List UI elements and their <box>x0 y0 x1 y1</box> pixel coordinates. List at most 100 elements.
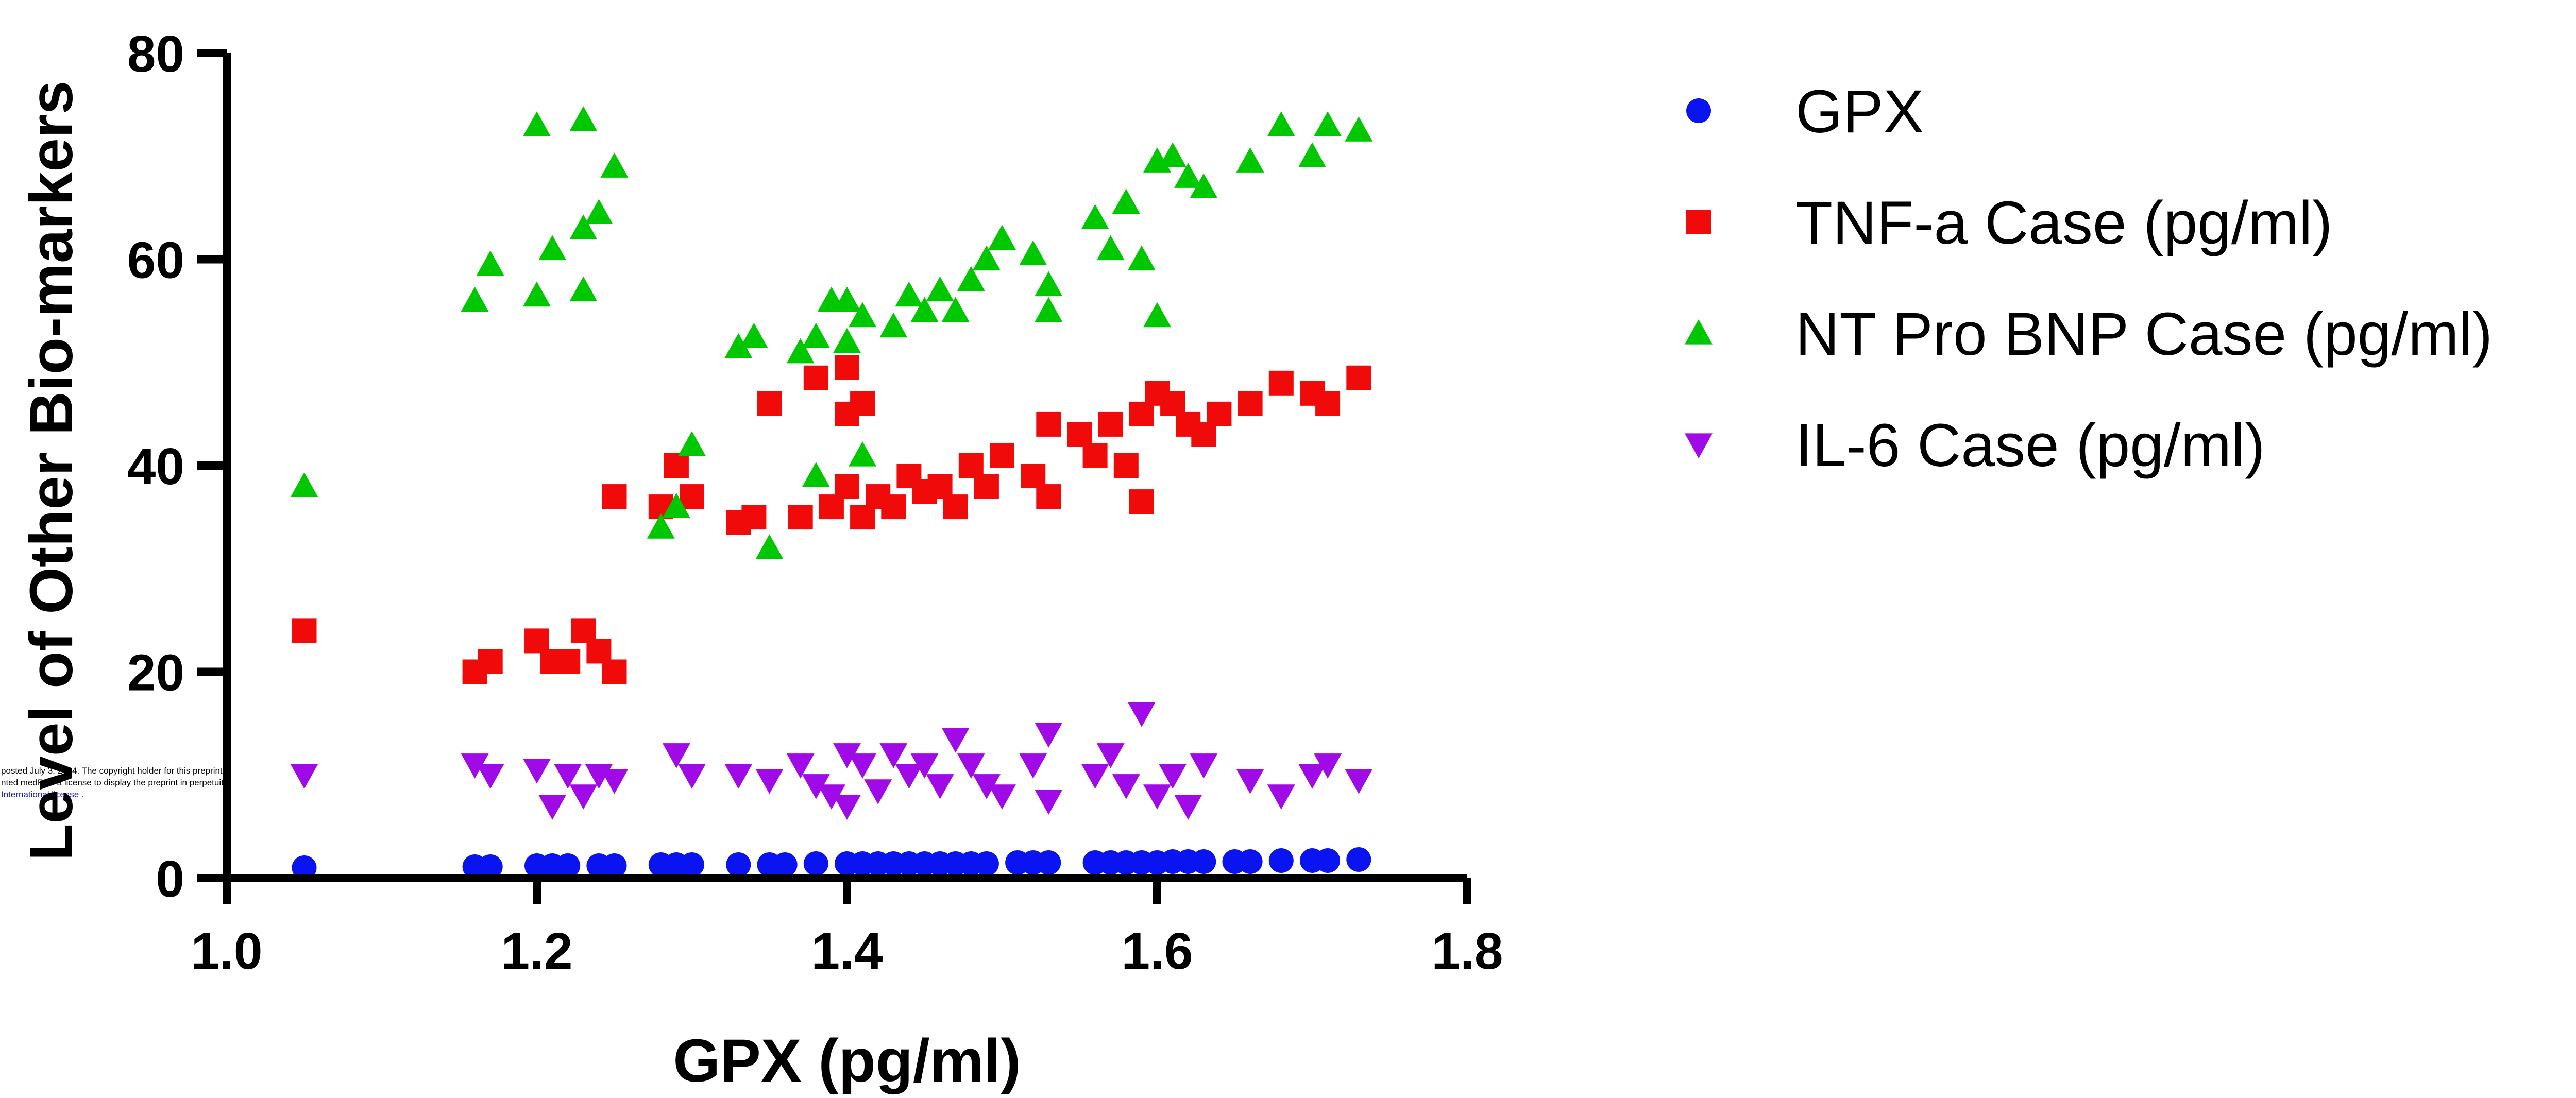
data-point <box>1159 142 1187 167</box>
y-tick-label: 20 <box>127 644 184 702</box>
y-axis: 0 20 40 60 80 <box>127 25 231 908</box>
data-point <box>585 199 613 224</box>
data-point <box>1346 847 1371 872</box>
data-point <box>1314 111 1342 136</box>
data-point <box>1143 302 1171 328</box>
data-point <box>1238 849 1263 874</box>
data-point <box>941 297 970 322</box>
data-point <box>664 453 689 478</box>
y-tick-label: 40 <box>127 438 184 495</box>
data-point <box>895 764 923 789</box>
legend-label: GPX <box>1795 78 1924 146</box>
x-axis-title: GPX (pg/ml) <box>673 1027 1021 1095</box>
data-point <box>1035 297 1063 322</box>
legend-item: IL-6 Case (pg/ml) <box>1685 411 2265 479</box>
data-point <box>972 245 1001 271</box>
data-point <box>864 779 892 804</box>
data-point <box>788 505 813 530</box>
x-axis: 1.0 1.2 1.4 1.6 1.8 <box>191 874 1503 980</box>
data-point <box>569 276 598 302</box>
data-point <box>1190 173 1218 198</box>
legend-label: TNF-a Case (pg/ml) <box>1795 189 2332 257</box>
data-point <box>1238 391 1263 416</box>
data-point <box>602 853 627 878</box>
data-point <box>910 753 939 779</box>
data-point <box>662 743 690 768</box>
data-point <box>1098 411 1123 437</box>
legend-item: NT Pro BNP Case (pg/ml) <box>1685 300 2493 368</box>
data-point <box>662 493 690 518</box>
data-point <box>772 852 798 877</box>
data-point <box>1081 204 1109 229</box>
data-point <box>647 513 675 539</box>
data-point <box>1174 795 1202 820</box>
data-point <box>1096 235 1125 261</box>
data-point <box>958 453 984 478</box>
data-point <box>680 852 704 877</box>
legend-marker <box>1685 433 1713 458</box>
data-point <box>292 618 317 643</box>
data-point <box>1268 848 1294 873</box>
data-point <box>786 338 815 364</box>
data-point <box>602 484 627 509</box>
legend-label: NT Pro BNP Case (pg/ml) <box>1795 300 2493 368</box>
data-point <box>957 753 985 779</box>
data-point <box>1191 849 1216 874</box>
data-point <box>833 286 861 312</box>
x-tick-label: 1.6 <box>1121 922 1193 980</box>
data-point <box>1127 245 1156 271</box>
data-point <box>1174 163 1202 188</box>
data-point <box>586 639 612 664</box>
data-point <box>1315 391 1341 416</box>
legend-item: TNF-a Case (pg/ml) <box>1686 189 2332 257</box>
data-point <box>555 853 581 878</box>
data-point <box>569 784 598 810</box>
data-point <box>988 784 1016 810</box>
data-point <box>724 333 753 358</box>
plot-area <box>290 106 1373 880</box>
data-point <box>476 250 504 276</box>
data-point <box>943 494 968 520</box>
data-point <box>1267 784 1295 810</box>
data-point <box>1207 401 1232 426</box>
data-point <box>538 235 567 261</box>
data-point <box>990 442 1014 468</box>
data-point <box>1021 464 1046 489</box>
data-point <box>833 743 861 768</box>
data-point <box>600 152 629 178</box>
data-point <box>1129 401 1154 426</box>
x-tick-label: 1.4 <box>811 922 883 980</box>
data-point <box>757 391 782 416</box>
data-point <box>678 431 706 456</box>
data-point <box>290 764 318 789</box>
data-point <box>1081 764 1109 789</box>
data-point <box>1035 790 1063 815</box>
data-point <box>461 286 489 312</box>
data-point <box>1160 391 1185 416</box>
data-point <box>571 618 596 643</box>
data-point <box>849 753 877 779</box>
data-point <box>850 505 875 530</box>
data-point <box>290 472 318 497</box>
data-point <box>833 328 861 353</box>
y-tick-label: 60 <box>127 232 184 289</box>
data-point <box>724 764 753 789</box>
data-point <box>523 759 551 784</box>
data-point <box>974 851 999 876</box>
x-tick-label: 1.0 <box>191 922 262 980</box>
x-tick-label: 1.2 <box>501 922 572 980</box>
data-point <box>786 753 815 779</box>
data-point <box>974 474 999 499</box>
legend-label: IL-6 Case (pg/ml) <box>1795 411 2265 479</box>
data-point <box>740 322 768 348</box>
data-point <box>1036 850 1061 875</box>
data-point <box>476 764 504 789</box>
data-point <box>1315 848 1341 873</box>
legend-marker <box>1686 210 1711 234</box>
data-point <box>817 784 845 810</box>
data-point <box>1112 188 1140 214</box>
data-point <box>802 322 830 348</box>
data-point <box>1129 489 1154 514</box>
data-point <box>1127 702 1156 727</box>
data-point <box>1036 411 1061 437</box>
